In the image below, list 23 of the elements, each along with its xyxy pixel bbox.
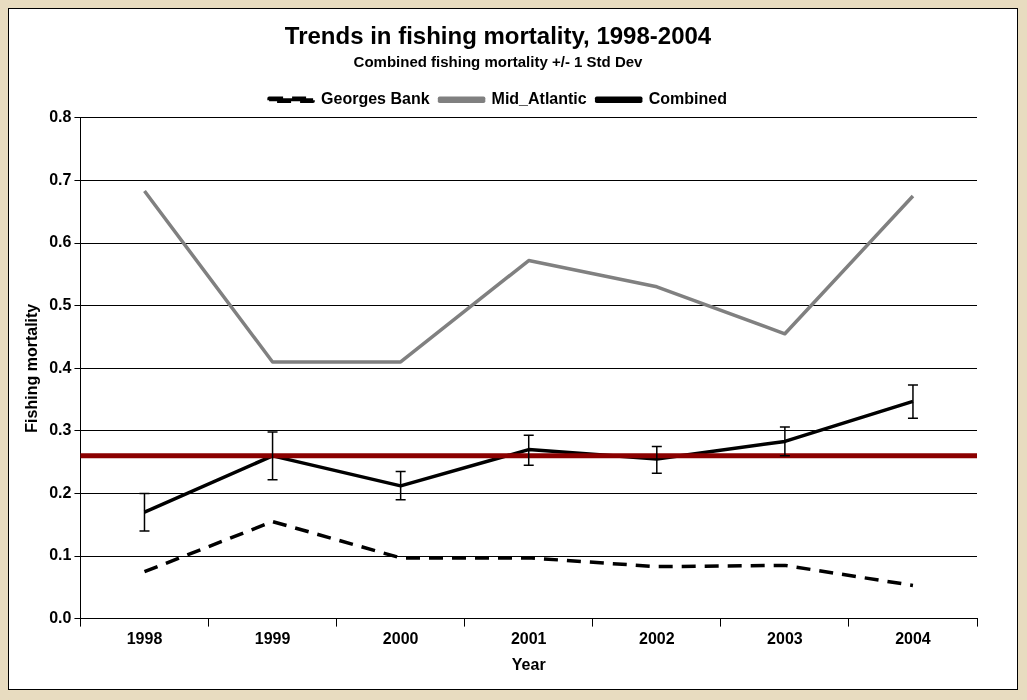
y-tick-label: 0.7	[49, 170, 72, 188]
y-tick-label: 0.1	[49, 546, 72, 564]
x-tick-label: 2003	[767, 629, 803, 647]
x-tick-label: 1998	[126, 629, 163, 647]
y-tick-label: 0.6	[49, 233, 72, 251]
chart-title: Trends in fishing mortality, 1998-2004	[284, 22, 712, 50]
legend-label: Mid_Atlantic	[491, 90, 587, 108]
y-tick-label: 0.0	[49, 609, 72, 627]
x-tick-label: 2001	[510, 629, 547, 647]
y-tick-label: 0.5	[49, 296, 72, 314]
y-tick-label: 0.2	[49, 483, 72, 501]
x-tick-label: 2000	[382, 629, 419, 647]
x-tick-label: 1999	[254, 629, 291, 647]
y-tick-label: 0.4	[49, 358, 72, 376]
x-tick-label: 2004	[895, 629, 931, 647]
chart-subtitle: Combined fishing mortality +/- 1 Std Dev	[353, 52, 644, 70]
y-axis-title: Fishing mortality	[23, 303, 41, 433]
x-axis-title: Year	[511, 655, 546, 673]
y-tick-label: 0.8	[49, 108, 72, 126]
y-tick-label: 0.3	[49, 421, 72, 439]
legend-label: Combined	[648, 90, 727, 108]
legend-label: Georges Bank	[321, 90, 430, 108]
x-tick-label: 2002	[639, 629, 675, 647]
